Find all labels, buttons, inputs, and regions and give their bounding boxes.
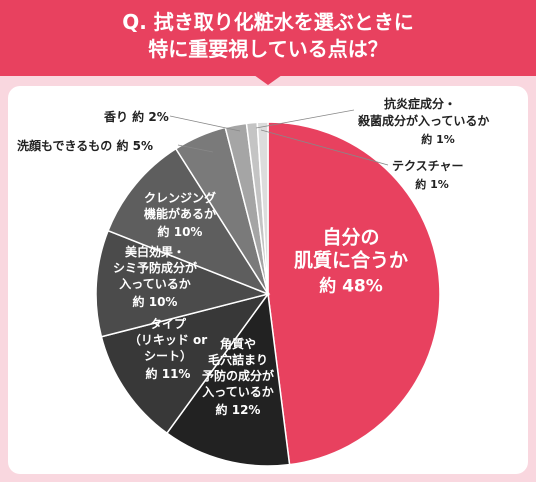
slice-label-4-line-1: 美白効果・	[125, 244, 185, 259]
pie-slice-9	[256, 121, 269, 295]
slice-label-9-line-1: テクスチャー	[392, 159, 464, 173]
slice-value-1: 約 48%	[319, 276, 383, 297]
slice-value-3: 約 11%	[146, 366, 191, 381]
slice-label-5-line-1: クレンジング	[144, 190, 216, 205]
pie-slice-2	[165, 292, 291, 467]
chart-card: 自分の 肌質に合うか約 48% 角質や 毛穴詰まり 予防の成分が 入っているか約 12% タ…	[8, 86, 528, 474]
slice-label-5-line-2: 機能があるか	[144, 206, 216, 221]
slice-value-2: 約 12%	[216, 402, 261, 417]
pie-slice-3	[100, 292, 270, 435]
slice-label-8-line-1: 抗炎症成分・	[384, 96, 456, 111]
slice-label-6-line-1: 洗顔もできるもの 約 5%	[17, 138, 153, 153]
slice-label-8-line-2: 殺菌成分が入っているか	[357, 113, 489, 128]
pie-slice-1	[267, 121, 441, 466]
leader-line-6	[177, 144, 214, 153]
pie-slice-4	[95, 229, 271, 338]
slice-value-9: 約 1%	[415, 177, 449, 191]
leader-line-8	[255, 109, 355, 129]
slice-label-3-line-3: シート）	[144, 348, 192, 363]
slice-label-1-line-1: 自分の	[322, 226, 379, 249]
slice-label-3-line-1: タイプ	[150, 316, 187, 331]
slice-value-5: 約 10%	[158, 224, 203, 239]
slice-label-3-line-2: （リキッド or	[129, 332, 207, 347]
slice-value-4: 約 10%	[133, 294, 178, 309]
slice-value-8: 約 1%	[421, 132, 455, 146]
leader-line-7	[169, 115, 241, 132]
banner-pointer	[254, 75, 282, 85]
title-banner: Q. 拭き取り化粧水を選ぶときに 特に重要視している点は？	[0, 0, 536, 76]
slice-label-4-line-3: 入っているか	[119, 277, 190, 291]
slice-label-2-line-2: 毛穴詰まり	[208, 352, 268, 367]
slice-label-2-line-1: 角質や	[220, 336, 256, 351]
slice-label-2-line-3: 予防の成分が	[202, 368, 274, 383]
chart-title-line-1: Q. 拭き取り化粧水を選ぶときに	[122, 10, 414, 34]
leader-line-9	[260, 129, 389, 166]
chart-title-line-2: 特に重要視している点は？	[148, 37, 388, 61]
slice-label-7-line-1: 香り 約 2%	[103, 109, 169, 124]
slice-label-1-line-2: 肌質に合うか	[294, 249, 408, 272]
slice-label-4-line-2: シミ予防成分が	[113, 260, 197, 275]
pie-slice-5	[107, 147, 270, 296]
slice-label-2-line-4: 入っているか	[202, 385, 273, 399]
